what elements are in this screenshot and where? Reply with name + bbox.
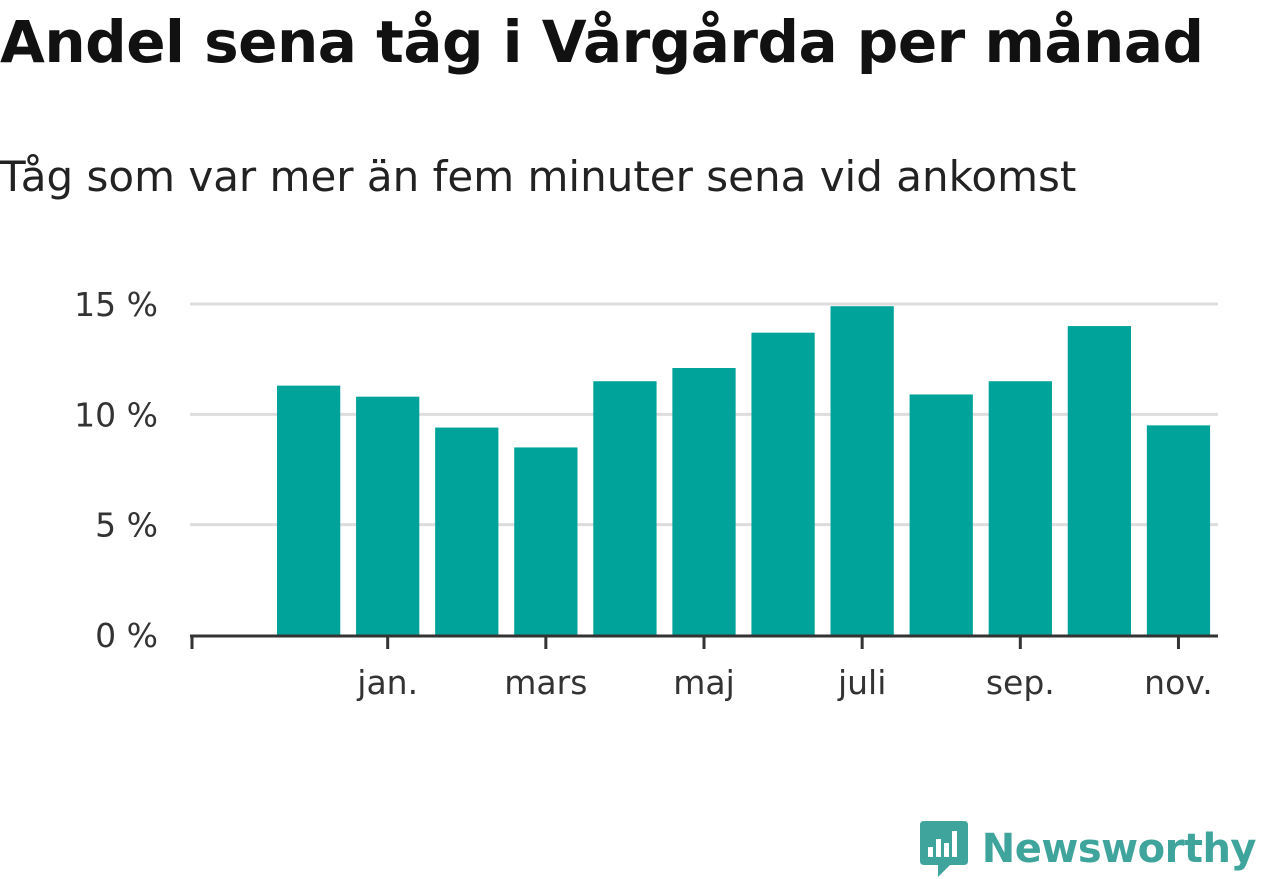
bar-juli-8 <box>830 306 894 635</box>
bar-aug-9 <box>909 394 973 635</box>
y-tick-label: 5 % <box>95 506 158 545</box>
bars <box>276 306 1211 635</box>
x-tick-label: maj <box>673 663 735 702</box>
chart-subtitle: Tåg som var mer än fem minuter sena vid … <box>0 152 1077 201</box>
newsworthy-logo-icon <box>919 821 968 877</box>
x-axis <box>190 634 1218 649</box>
x-tick-label: nov. <box>1144 663 1213 702</box>
y-tick-label: 0 % <box>95 616 158 655</box>
y-tick-label: 15 % <box>74 285 158 324</box>
chart-title: Andel sena tåg i Vårgårda per månad <box>0 8 1204 76</box>
x-tick-label: jan. <box>356 663 418 702</box>
bar-jan-2 <box>356 396 420 635</box>
bar-apr-5 <box>593 381 657 635</box>
x-tick-label: sep. <box>986 663 1055 702</box>
bar-mars-4 <box>514 447 578 635</box>
newsworthy-logo: Newsworthy <box>919 821 1257 877</box>
x-tick-label: juli <box>837 663 886 702</box>
bar-juni-7 <box>751 332 815 635</box>
bar-sep-10 <box>988 381 1052 635</box>
x-tick-label: mars <box>504 663 587 702</box>
x-axis-labels: jan. mars maj juli sep. nov. <box>356 663 1212 702</box>
y-tick-label: 10 % <box>74 395 158 434</box>
bar-dec-1 <box>276 385 341 635</box>
bar-okt-11 <box>1067 326 1132 635</box>
bar-maj-6 <box>672 367 736 635</box>
bar-feb-3 <box>435 427 499 635</box>
bar-nov-12 <box>1146 425 1211 635</box>
brand-name: Newsworthy <box>981 826 1257 872</box>
y-axis-labels: 0 % 5 % 10 % 15 % <box>74 285 158 655</box>
